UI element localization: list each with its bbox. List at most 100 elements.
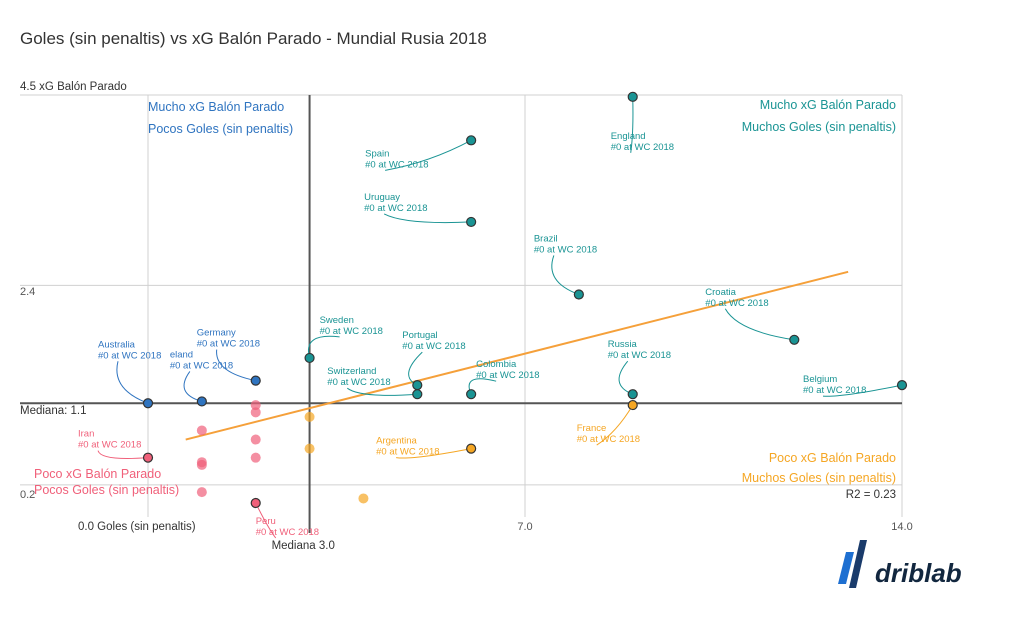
point-label-sub: #0 at WC 2018	[327, 377, 390, 388]
grid-lines	[20, 94, 903, 517]
data-point	[250, 452, 261, 463]
data-point	[142, 398, 154, 409]
callout-line	[385, 139, 472, 171]
point-label-sub: #0 at WC 2018	[365, 159, 428, 170]
callout-line	[383, 213, 472, 224]
quadrant-labels: Mucho xG Balón Parado Pocos Goles (sin pe…	[34, 98, 896, 497]
point-label-team: Uruguay	[364, 192, 400, 203]
callout-line	[822, 384, 903, 397]
callout-line	[396, 448, 472, 459]
callout-line	[618, 360, 633, 395]
callout-line	[346, 387, 418, 396]
quadrant-bottom-right-line1: Poco xG Balón Parado	[769, 451, 896, 465]
data-point	[627, 389, 638, 400]
brand-name: driblab	[875, 558, 962, 588]
point-label-team: Portugal	[402, 330, 437, 341]
data-point	[250, 407, 261, 418]
point-label-team: Iran	[78, 429, 94, 440]
point-label-team: Switzerland	[327, 366, 376, 377]
data-points	[142, 91, 908, 509]
y-axis-label: 4.5 xG Balón Parado	[20, 81, 127, 93]
point-label-sub: #0 at WC 2018	[705, 298, 768, 309]
quadrant-bottom-left-line2: Pocos Goles (sin penaltis)	[34, 483, 179, 497]
point-label-team: Brazil	[534, 233, 558, 244]
point-label-sub: #0 at WC 2018	[78, 440, 141, 451]
data-point	[412, 380, 423, 391]
point-label-team: eland	[170, 349, 193, 360]
data-point	[412, 389, 423, 400]
quadrant-top-right-line1: Mucho xG Balón Parado	[760, 98, 896, 112]
data-point	[196, 396, 207, 407]
point-label-team: Australia	[98, 339, 136, 350]
point-label-sub: #0 at WC 2018	[197, 339, 260, 350]
data-point	[142, 452, 154, 463]
driblab-logo: driblab	[838, 540, 962, 588]
point-label-team: Spain	[365, 148, 389, 159]
point-label-sub: #0 at WC 2018	[476, 370, 539, 381]
point-label-sub: #0 at WC 2018	[256, 527, 319, 538]
point-label-sub: #0 at WC 2018	[803, 385, 866, 396]
x-axis-label: 0.0 Goles (sin penaltis)	[78, 521, 196, 533]
quadrant-top-right-line2: Muchos Goles (sin penaltis)	[742, 120, 896, 134]
callout-line	[97, 450, 149, 460]
trendline-path	[185, 270, 849, 441]
callout-line	[551, 255, 580, 295]
point-label-sub: #0 at WC 2018	[534, 244, 597, 255]
data-point	[196, 425, 207, 436]
data-point	[789, 334, 800, 345]
x-tick-label: 7.0	[517, 521, 532, 533]
point-label-team: Russia	[608, 339, 638, 350]
point-label-team: England	[611, 131, 646, 142]
y-tick-label: 2.4	[20, 286, 35, 298]
data-point	[627, 91, 638, 102]
data-point	[304, 352, 315, 364]
data-point	[627, 399, 638, 411]
data-point	[304, 411, 315, 422]
point-label-sub: #0 at WC 2018	[320, 326, 383, 337]
data-point	[466, 135, 477, 146]
point-label-team: Peru	[256, 516, 276, 527]
callout-line	[724, 308, 795, 341]
point-label-team: Colombia	[476, 359, 517, 370]
data-point	[466, 389, 477, 400]
data-point	[466, 443, 477, 454]
chart-title: Goles (sin penaltis) vs xG Balón Parado …	[20, 29, 487, 48]
point-label-sub: #0 at WC 2018	[608, 350, 671, 361]
quadrant-bottom-left-line1: Poco xG Balón Parado	[34, 467, 161, 481]
axis-ticks: 4.5 xG Balón Parado 0.0 Goles (sin penalt…	[20, 81, 913, 533]
data-point	[250, 497, 261, 509]
data-point	[250, 375, 261, 386]
point-label-team: Sweden	[320, 315, 354, 326]
point-label-team: Belgium	[803, 374, 837, 385]
data-point	[196, 487, 207, 498]
callout-line	[630, 96, 634, 153]
logo-mark-icon	[838, 552, 854, 584]
data-point	[250, 434, 261, 445]
trendline	[185, 270, 849, 441]
data-point	[466, 216, 477, 228]
point-label-sub: #0 at WC 2018	[364, 203, 427, 214]
median-lines: Mediana 3.0 Mediana: 1.1	[20, 95, 902, 552]
quadrant-top-left-line2: Pocos Goles (sin penaltis)	[148, 122, 293, 136]
point-label-sub: #0 at WC 2018	[376, 447, 439, 458]
data-point	[896, 380, 908, 391]
y-tick-label: 0.2	[20, 489, 35, 501]
point-label-team: France	[577, 423, 607, 434]
data-point	[573, 289, 584, 300]
r2-label: R2 = 0.23	[846, 489, 896, 501]
callout-line	[116, 361, 149, 404]
point-label-team: Germany	[197, 328, 236, 339]
data-point	[304, 443, 315, 454]
quadrant-top-left-line1: Mucho xG Balón Parado	[148, 100, 284, 114]
data-point	[250, 400, 261, 411]
point-label-sub: #0 at WC 2018	[577, 434, 640, 445]
point-label-sub: #0 at WC 2018	[170, 360, 233, 371]
callout-line	[216, 349, 256, 382]
logo-mark-accent-icon	[849, 540, 867, 588]
point-label-sub: #0 at WC 2018	[402, 341, 465, 352]
quadrant-bottom-right-line2: Muchos Goles (sin penaltis)	[742, 471, 896, 485]
callout-line	[183, 371, 202, 402]
x-tick-label: 14.0	[891, 521, 912, 533]
